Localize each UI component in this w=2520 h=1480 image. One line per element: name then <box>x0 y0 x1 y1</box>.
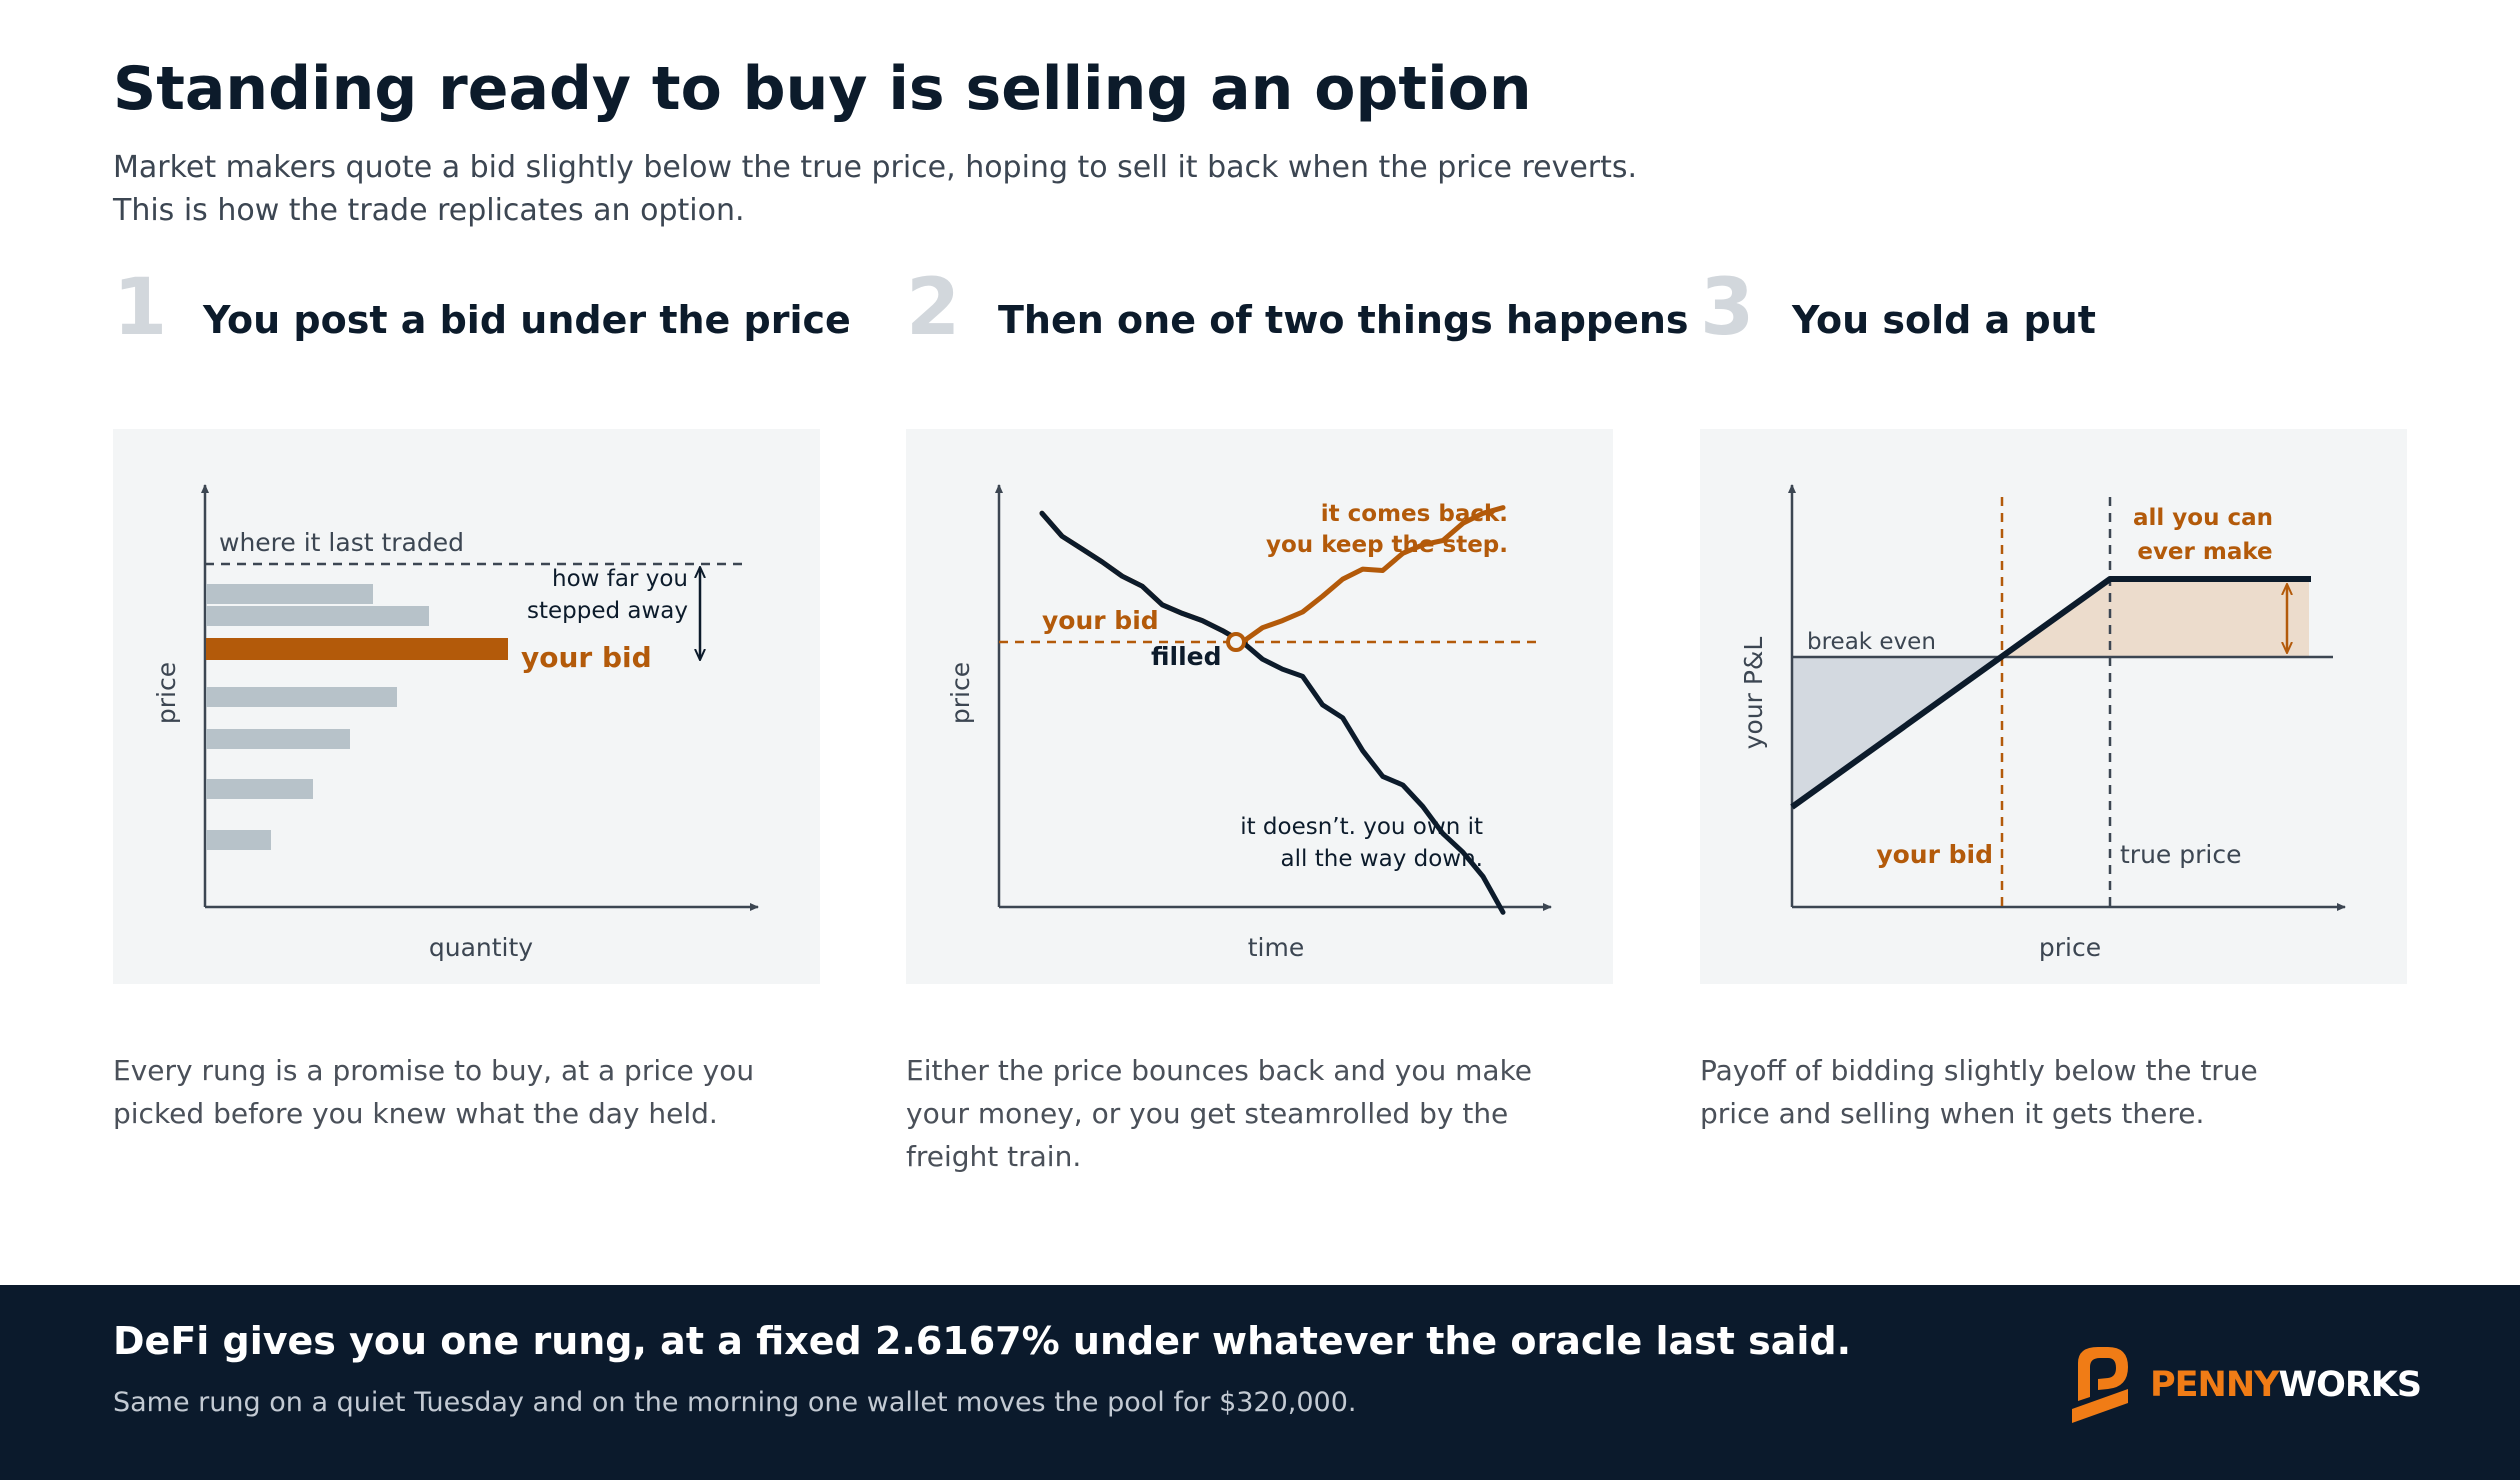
paths-panel: price time your bid filled it comes back… <box>906 429 1613 984</box>
last-traded-label: where it last traded <box>219 528 464 557</box>
paths-chart: price time your bid filled it comes back… <box>946 484 1552 962</box>
page-title: Standing ready to buy is selling an opti… <box>113 54 1532 124</box>
step-number: 3 <box>1700 263 1755 353</box>
ladder-chart: price quantity where it last traded your… <box>152 484 759 962</box>
payoff-chart: your P&L price break even all you can ev… <box>1739 484 2346 962</box>
footer-subline: Same rung on a quiet Tuesday and on the … <box>113 1387 1357 1418</box>
filled-label: filled <box>1151 642 1222 671</box>
ladder-bar <box>206 729 350 749</box>
crash-path <box>1039 510 1506 915</box>
step-away-label: stepped away <box>527 598 688 624</box>
comes-back-label: you keep the step. <box>1266 532 1508 558</box>
caption-line: your money, or you get steamrolled by th… <box>906 1097 1509 1130</box>
step-number: 2 <box>906 263 961 353</box>
comes-back-label: it comes back. <box>1321 501 1508 527</box>
logo-wordmark-part: PENNY <box>2150 1365 2279 1405</box>
step-number: 1 <box>113 263 168 353</box>
fill-point-marker <box>1226 632 1246 652</box>
caption-line: price and selling when it gets there. <box>1700 1097 2205 1130</box>
doesnt-label: it doesn’t. you own it <box>1240 814 1483 840</box>
max-profit-label: all you can <box>2133 505 2273 531</box>
step-title: You post a bid under the price <box>203 298 851 342</box>
y-axis-label: price <box>152 662 181 724</box>
caption-line: Either the price bounces back and you ma… <box>906 1054 1533 1087</box>
x-axis-label: time <box>1248 933 1304 962</box>
pennyworks-logo: PENNYWORKS <box>2068 1343 2422 1433</box>
caption-line: Every rung is a promise to buy, at a pri… <box>113 1054 755 1087</box>
bid-line-label: your bid <box>1042 606 1159 635</box>
your-bid-label: your bid <box>1876 840 1993 869</box>
payoff-line <box>1790 576 2311 810</box>
x-axis-label: quantity <box>429 933 533 962</box>
profit-region <box>2002 579 2309 657</box>
step-title: Then one of two things happens <box>998 298 1689 342</box>
subtitle-line: This is how the trade replicates an opti… <box>113 193 745 228</box>
x-axis-label: price <box>2039 933 2101 962</box>
footer-banner: DeFi gives you one rung, at a fixed 2.61… <box>0 1285 2520 1480</box>
step-caption: Every rung is a promise to buy, at a pri… <box>113 1049 833 1135</box>
pennyworks-logo-icon <box>2072 1347 2128 1423</box>
logo-wordmark: PENNYWORKS <box>2150 1365 2423 1405</box>
caption-line: Payoff of bidding slightly below the tru… <box>1700 1054 2258 1087</box>
caption-line: freight train. <box>906 1140 1082 1173</box>
y-axis-label: price <box>946 662 975 724</box>
max-profit-label: ever make <box>2137 539 2272 565</box>
your-bid-label: your bid <box>521 641 652 674</box>
payoff-panel: your P&L price break even all you can ev… <box>1700 429 2407 984</box>
step-caption: Payoff of bidding slightly below the tru… <box>1700 1049 2420 1135</box>
step-away-label: how far you <box>552 566 688 592</box>
true-price-label: true price <box>2120 840 2241 869</box>
break-even-label: break even <box>1807 629 1936 655</box>
caption-line: picked before you knew what the day held… <box>113 1097 718 1130</box>
y-axis-label: your P&L <box>1739 637 1768 750</box>
ladder-bar <box>206 584 373 604</box>
logo-wordmark-part: WORKS <box>2278 1365 2423 1405</box>
your-bid-bar <box>206 638 508 660</box>
ladder-bar <box>206 606 429 626</box>
subtitle-line: Market makers quote a bid slightly below… <box>113 150 1638 185</box>
step-title: You sold a put <box>1792 298 2096 342</box>
ladder-bar <box>206 830 271 850</box>
footer-headline: DeFi gives you one rung, at a fixed 2.61… <box>113 1319 1852 1363</box>
ladder-bar <box>206 779 313 799</box>
page-subtitle: Market makers quote a bid slightly below… <box>113 146 1913 232</box>
ladder-panel: price quantity where it last traded your… <box>113 429 820 984</box>
doesnt-label: all the way down. <box>1281 846 1483 872</box>
step-caption: Either the price bounces back and you ma… <box>906 1049 1626 1178</box>
ladder-bar <box>206 687 397 707</box>
